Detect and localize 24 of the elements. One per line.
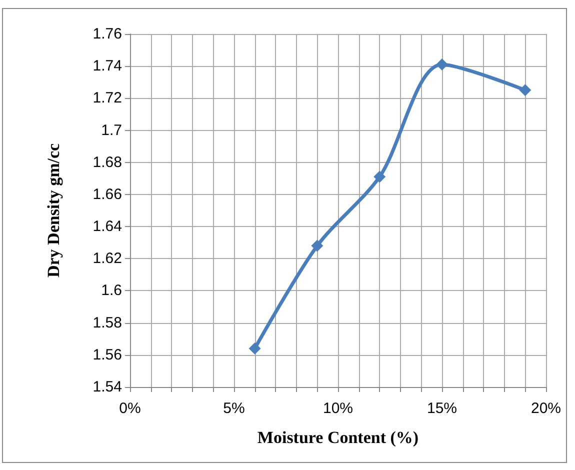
y-tick-label: 1.68 — [92, 154, 122, 171]
x-tick-label: 10% — [322, 400, 354, 417]
y-axis-title: Dry Density gm/cc — [44, 143, 63, 278]
x-axis-title: Moisture Content (%) — [257, 428, 419, 447]
x-tick-label: 15% — [426, 400, 458, 417]
y-tick-label: 1.6 — [101, 282, 122, 300]
x-tick-label: 20% — [530, 400, 562, 417]
point — [436, 58, 448, 70]
y-tick-label: 1.72 — [92, 90, 122, 107]
point — [311, 240, 324, 252]
y-tick-label: 1.62 — [92, 250, 122, 268]
y-tick-label: 1.64 — [92, 218, 122, 236]
point — [519, 84, 532, 96]
y-tick-label: 1.74 — [92, 58, 122, 75]
y-tick-label: 1.7 — [101, 122, 122, 139]
x-tick-label: 0% — [119, 400, 141, 417]
y-tick-label: 1.56 — [92, 346, 122, 364]
y-tick-label: 1.66 — [92, 186, 122, 203]
point — [374, 170, 386, 183]
x-tick-label: 5% — [223, 400, 245, 417]
point — [248, 342, 261, 354]
y-tick-label: 1.54 — [92, 378, 122, 396]
y-tick-label: 1.58 — [92, 314, 122, 332]
y-tick-label: 1.76 — [92, 26, 122, 42]
